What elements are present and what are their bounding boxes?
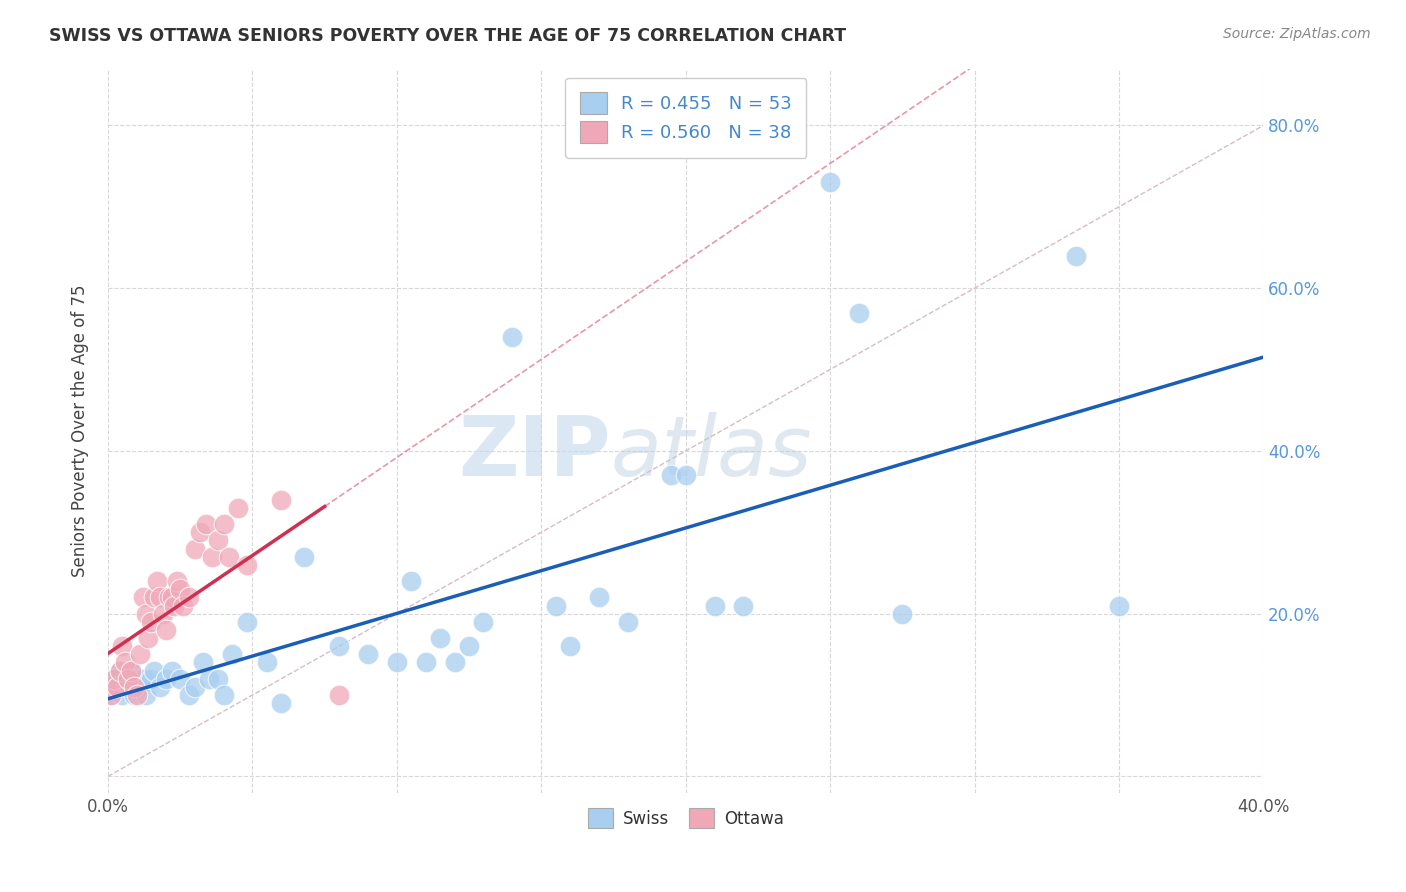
Point bbox=[429, 631, 451, 645]
Point bbox=[221, 648, 243, 662]
Point bbox=[270, 696, 292, 710]
Legend: Swiss, Ottawa: Swiss, Ottawa bbox=[581, 801, 790, 835]
Point bbox=[122, 688, 145, 702]
Point bbox=[177, 591, 200, 605]
Point bbox=[472, 615, 495, 629]
Point bbox=[131, 672, 153, 686]
Point bbox=[111, 688, 134, 702]
Point bbox=[415, 656, 437, 670]
Y-axis label: Seniors Poverty Over the Age of 75: Seniors Poverty Over the Age of 75 bbox=[72, 285, 89, 577]
Point bbox=[105, 680, 128, 694]
Point bbox=[177, 688, 200, 702]
Point bbox=[122, 680, 145, 694]
Point bbox=[588, 591, 610, 605]
Point bbox=[733, 599, 755, 613]
Point bbox=[190, 525, 212, 540]
Point bbox=[103, 672, 125, 686]
Point bbox=[207, 672, 229, 686]
Point bbox=[125, 672, 148, 686]
Point bbox=[218, 549, 240, 564]
Point bbox=[703, 599, 725, 613]
Point bbox=[201, 549, 224, 564]
Point bbox=[108, 664, 131, 678]
Point bbox=[544, 599, 567, 613]
Point bbox=[169, 582, 191, 597]
Point bbox=[198, 672, 221, 686]
Point bbox=[117, 680, 139, 694]
Point bbox=[120, 664, 142, 678]
Point bbox=[131, 591, 153, 605]
Point bbox=[294, 549, 316, 564]
Point bbox=[111, 639, 134, 653]
Point bbox=[328, 639, 350, 653]
Point bbox=[157, 591, 180, 605]
Point bbox=[163, 599, 186, 613]
Text: SWISS VS OTTAWA SENIORS POVERTY OVER THE AGE OF 75 CORRELATION CHART: SWISS VS OTTAWA SENIORS POVERTY OVER THE… bbox=[49, 27, 846, 45]
Point bbox=[169, 672, 191, 686]
Point bbox=[103, 672, 125, 686]
Point bbox=[128, 680, 150, 694]
Point bbox=[226, 500, 249, 515]
Point bbox=[160, 664, 183, 678]
Point bbox=[172, 599, 194, 613]
Point bbox=[818, 176, 841, 190]
Point bbox=[155, 672, 177, 686]
Point bbox=[235, 558, 257, 572]
Point bbox=[357, 648, 380, 662]
Point bbox=[675, 468, 697, 483]
Point bbox=[235, 615, 257, 629]
Point bbox=[183, 680, 205, 694]
Point bbox=[328, 688, 350, 702]
Point bbox=[141, 615, 163, 629]
Point bbox=[166, 574, 188, 588]
Point bbox=[108, 664, 131, 678]
Point bbox=[501, 330, 523, 344]
Point bbox=[120, 664, 142, 678]
Point bbox=[443, 656, 465, 670]
Point bbox=[401, 574, 423, 588]
Text: atlas: atlas bbox=[610, 412, 813, 492]
Point bbox=[193, 656, 215, 670]
Point bbox=[138, 631, 160, 645]
Text: Source: ZipAtlas.com: Source: ZipAtlas.com bbox=[1223, 27, 1371, 41]
Point bbox=[155, 623, 177, 637]
Point bbox=[143, 664, 166, 678]
Point bbox=[149, 591, 172, 605]
Point bbox=[143, 591, 166, 605]
Point bbox=[256, 656, 278, 670]
Point bbox=[128, 648, 150, 662]
Point bbox=[114, 672, 136, 686]
Point bbox=[212, 688, 235, 702]
Point bbox=[195, 517, 218, 532]
Point bbox=[270, 492, 292, 507]
Point bbox=[114, 656, 136, 670]
Point bbox=[848, 305, 870, 319]
Point bbox=[105, 680, 128, 694]
Point bbox=[117, 672, 139, 686]
Point bbox=[212, 517, 235, 532]
Point bbox=[458, 639, 481, 653]
Point bbox=[1108, 599, 1130, 613]
Point bbox=[558, 639, 581, 653]
Point bbox=[617, 615, 640, 629]
Point bbox=[141, 672, 163, 686]
Point bbox=[100, 688, 122, 702]
Point bbox=[152, 607, 174, 621]
Point bbox=[207, 533, 229, 548]
Point bbox=[891, 607, 914, 621]
Point bbox=[160, 591, 183, 605]
Point bbox=[135, 688, 157, 702]
Point bbox=[659, 468, 682, 483]
Point bbox=[135, 607, 157, 621]
Point bbox=[149, 680, 172, 694]
Point bbox=[385, 656, 408, 670]
Point bbox=[1064, 249, 1087, 263]
Text: ZIP: ZIP bbox=[458, 412, 610, 492]
Point bbox=[125, 688, 148, 702]
Point bbox=[183, 541, 205, 556]
Point bbox=[146, 574, 169, 588]
Point bbox=[100, 688, 122, 702]
